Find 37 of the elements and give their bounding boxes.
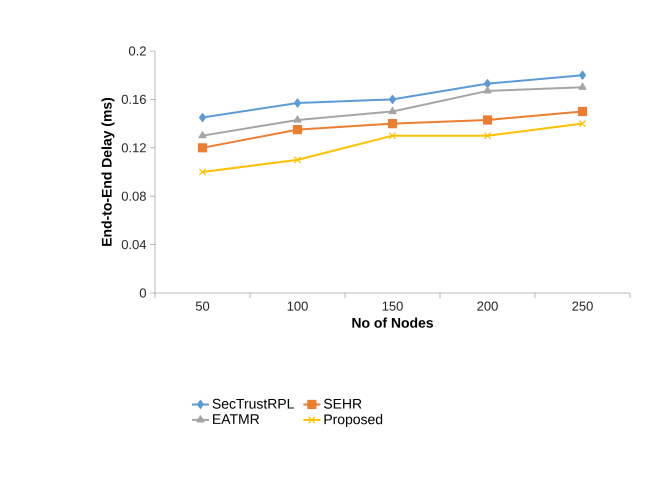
y-tick-label: 0.04 xyxy=(122,240,146,250)
y-tick-label: 0.16 xyxy=(122,94,146,104)
point xyxy=(578,120,586,128)
y-tick-label: 0.08 xyxy=(122,192,146,201)
point xyxy=(484,132,492,140)
point xyxy=(198,168,206,176)
y-tick-label: 0.12 xyxy=(122,143,146,152)
x-tick-label: 250 xyxy=(572,302,593,311)
point xyxy=(198,131,207,138)
point xyxy=(294,98,302,108)
point xyxy=(578,70,586,80)
point xyxy=(483,86,492,94)
y-tick-label: 0 xyxy=(140,288,146,298)
point xyxy=(292,125,302,134)
x-axis-title: No of Nodes xyxy=(352,318,433,328)
point xyxy=(294,156,302,164)
legend-label: SEHR xyxy=(324,398,362,409)
point xyxy=(388,132,396,140)
x-tick-label: 50 xyxy=(196,302,210,311)
point xyxy=(484,79,492,88)
point xyxy=(388,106,397,114)
point xyxy=(388,119,398,128)
point xyxy=(578,106,588,116)
y-tick-label: 0.2 xyxy=(128,46,146,56)
x-tick-label: 150 xyxy=(382,302,403,311)
point xyxy=(482,115,492,125)
point xyxy=(198,112,206,122)
x-tick-label: 200 xyxy=(477,302,498,311)
y-axis-title: End-to-End Delay (ms) xyxy=(101,98,114,246)
legend-label: Proposed xyxy=(324,414,382,428)
legend-label: EATMR xyxy=(213,414,260,424)
legend-label: SecTrustRPL xyxy=(212,398,294,409)
x-tick-label: 100 xyxy=(288,302,308,311)
point xyxy=(198,143,208,152)
point xyxy=(293,115,302,123)
point xyxy=(578,82,587,90)
point xyxy=(388,94,396,104)
